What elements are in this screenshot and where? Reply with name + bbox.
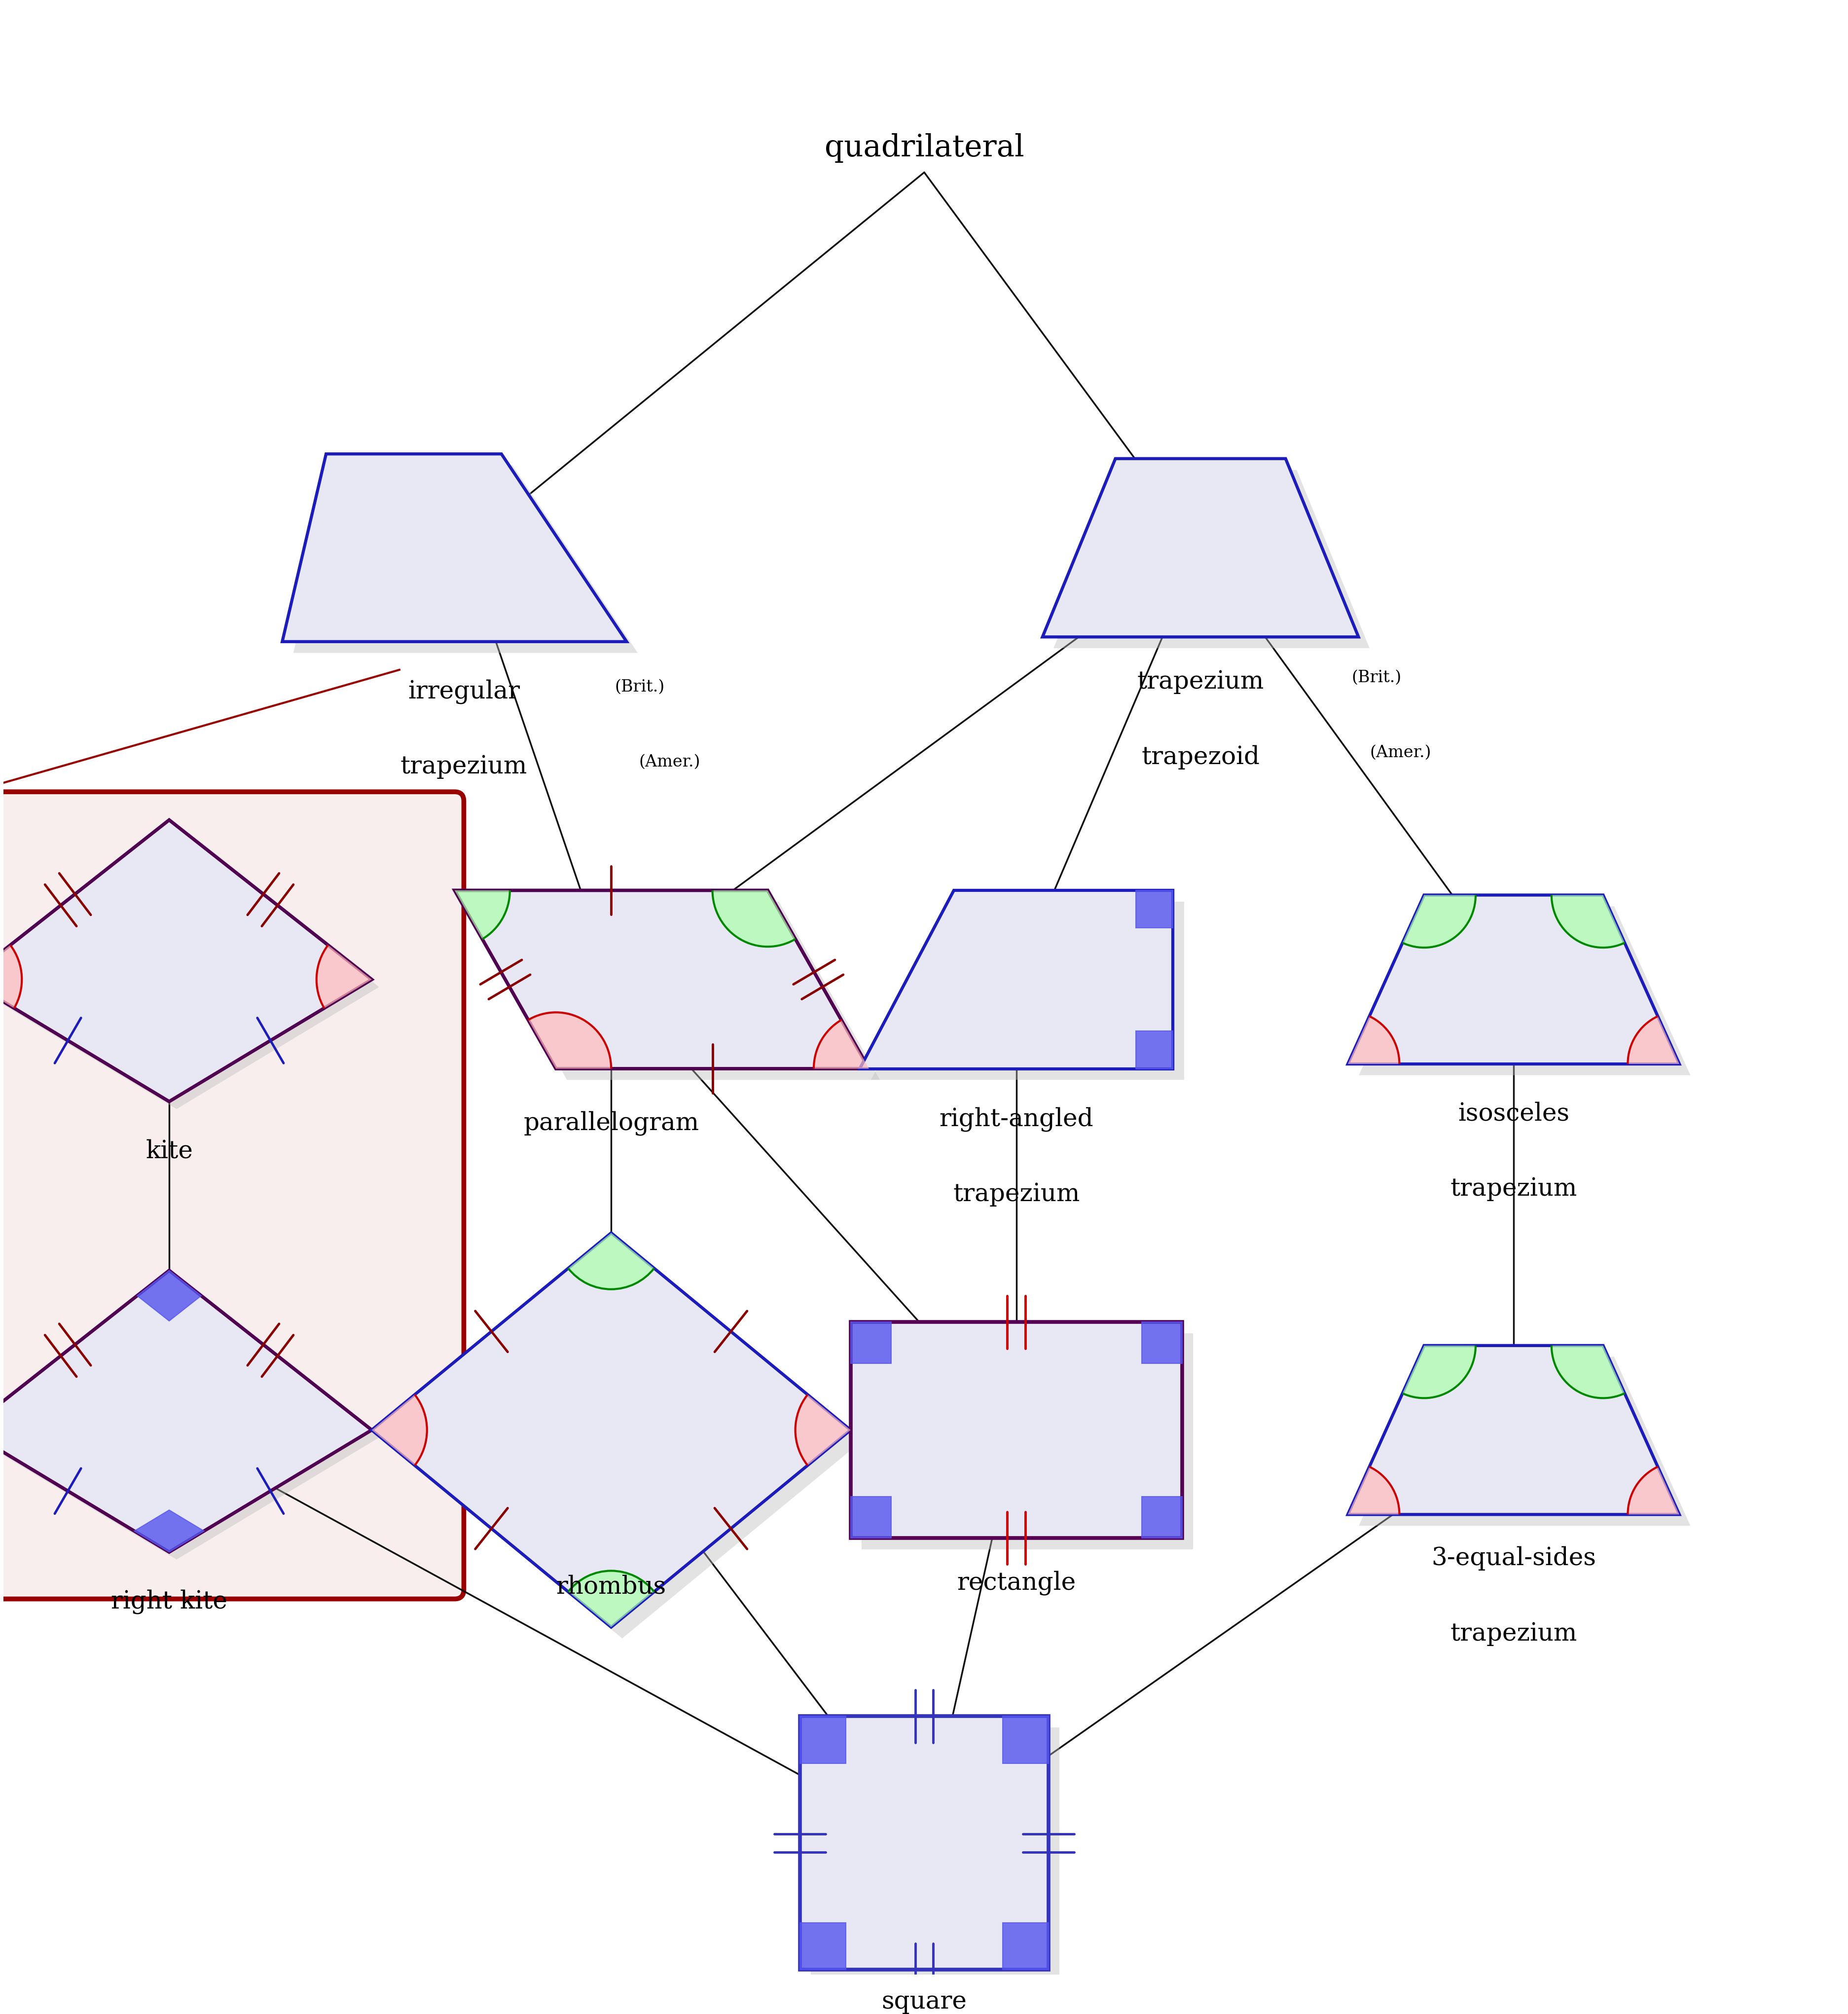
Text: parallelogram: parallelogram bbox=[523, 1112, 699, 1136]
Polygon shape bbox=[135, 1510, 203, 1553]
Polygon shape bbox=[466, 902, 880, 1080]
Text: 3-equal-sides: 3-equal-sides bbox=[1430, 1547, 1595, 1571]
Polygon shape bbox=[567, 1233, 654, 1289]
Polygon shape bbox=[1002, 1716, 1048, 1762]
Text: square: square bbox=[881, 1990, 967, 2014]
Polygon shape bbox=[1403, 894, 1475, 949]
Polygon shape bbox=[1002, 1923, 1048, 1970]
Polygon shape bbox=[529, 1013, 612, 1069]
Text: (Brit.): (Brit.) bbox=[1351, 671, 1401, 685]
Text: (Amer.): (Amer.) bbox=[1369, 745, 1430, 761]
Polygon shape bbox=[137, 1271, 201, 1321]
Polygon shape bbox=[0, 820, 371, 1102]
Text: right kite: right kite bbox=[111, 1589, 227, 1613]
Polygon shape bbox=[1628, 1017, 1678, 1063]
Polygon shape bbox=[711, 890, 795, 947]
Text: irregular: irregular bbox=[408, 679, 519, 703]
Text: rhombus: rhombus bbox=[556, 1575, 665, 1599]
Polygon shape bbox=[811, 1728, 1059, 1982]
Polygon shape bbox=[1042, 459, 1358, 636]
Text: trapezoid: trapezoid bbox=[1140, 745, 1258, 769]
Polygon shape bbox=[795, 1394, 850, 1466]
Polygon shape bbox=[1142, 1496, 1181, 1539]
Text: trapezium: trapezium bbox=[1137, 671, 1264, 695]
Polygon shape bbox=[850, 1321, 891, 1363]
Polygon shape bbox=[1137, 890, 1172, 928]
Polygon shape bbox=[1347, 894, 1678, 1063]
FancyBboxPatch shape bbox=[0, 792, 464, 1599]
Polygon shape bbox=[316, 945, 371, 1009]
Polygon shape bbox=[455, 890, 869, 1069]
Text: isosceles: isosceles bbox=[1458, 1102, 1569, 1126]
Polygon shape bbox=[371, 1233, 850, 1627]
Text: trapezium: trapezium bbox=[1449, 1176, 1576, 1200]
Polygon shape bbox=[1137, 1031, 1172, 1069]
Polygon shape bbox=[859, 890, 1172, 1069]
Polygon shape bbox=[1347, 1466, 1399, 1515]
Polygon shape bbox=[850, 1496, 891, 1539]
Polygon shape bbox=[870, 902, 1183, 1080]
Polygon shape bbox=[1403, 1345, 1475, 1398]
Polygon shape bbox=[861, 1333, 1192, 1549]
Polygon shape bbox=[455, 890, 510, 939]
Polygon shape bbox=[0, 945, 22, 1009]
Text: trapezium: trapezium bbox=[1449, 1621, 1576, 1645]
Text: trapezium: trapezium bbox=[401, 755, 527, 779]
Polygon shape bbox=[800, 1716, 1048, 1970]
Polygon shape bbox=[371, 1394, 427, 1466]
Text: trapezium: trapezium bbox=[952, 1182, 1079, 1206]
Polygon shape bbox=[1550, 1345, 1624, 1398]
Polygon shape bbox=[283, 453, 626, 642]
Text: (Brit.): (Brit.) bbox=[615, 679, 665, 695]
Text: (Amer.): (Amer.) bbox=[639, 755, 700, 769]
Polygon shape bbox=[850, 1321, 1181, 1539]
Text: right-angled: right-angled bbox=[939, 1108, 1094, 1132]
Text: rectangle: rectangle bbox=[957, 1571, 1076, 1595]
Polygon shape bbox=[0, 1271, 371, 1553]
Text: quadrilateral: quadrilateral bbox=[824, 133, 1024, 163]
Polygon shape bbox=[1053, 469, 1369, 649]
Polygon shape bbox=[1628, 1466, 1678, 1515]
Polygon shape bbox=[813, 1019, 869, 1069]
Polygon shape bbox=[567, 1571, 654, 1627]
Polygon shape bbox=[294, 465, 638, 653]
Polygon shape bbox=[1550, 894, 1624, 949]
Polygon shape bbox=[1358, 906, 1689, 1075]
Polygon shape bbox=[1142, 1321, 1181, 1363]
Text: kite: kite bbox=[146, 1140, 192, 1164]
Polygon shape bbox=[0, 828, 379, 1110]
Polygon shape bbox=[1358, 1357, 1689, 1527]
Polygon shape bbox=[800, 1923, 846, 1970]
Polygon shape bbox=[1347, 1345, 1678, 1515]
Polygon shape bbox=[0, 1279, 379, 1559]
Polygon shape bbox=[1347, 1017, 1399, 1063]
Polygon shape bbox=[383, 1245, 861, 1637]
Polygon shape bbox=[800, 1716, 846, 1762]
